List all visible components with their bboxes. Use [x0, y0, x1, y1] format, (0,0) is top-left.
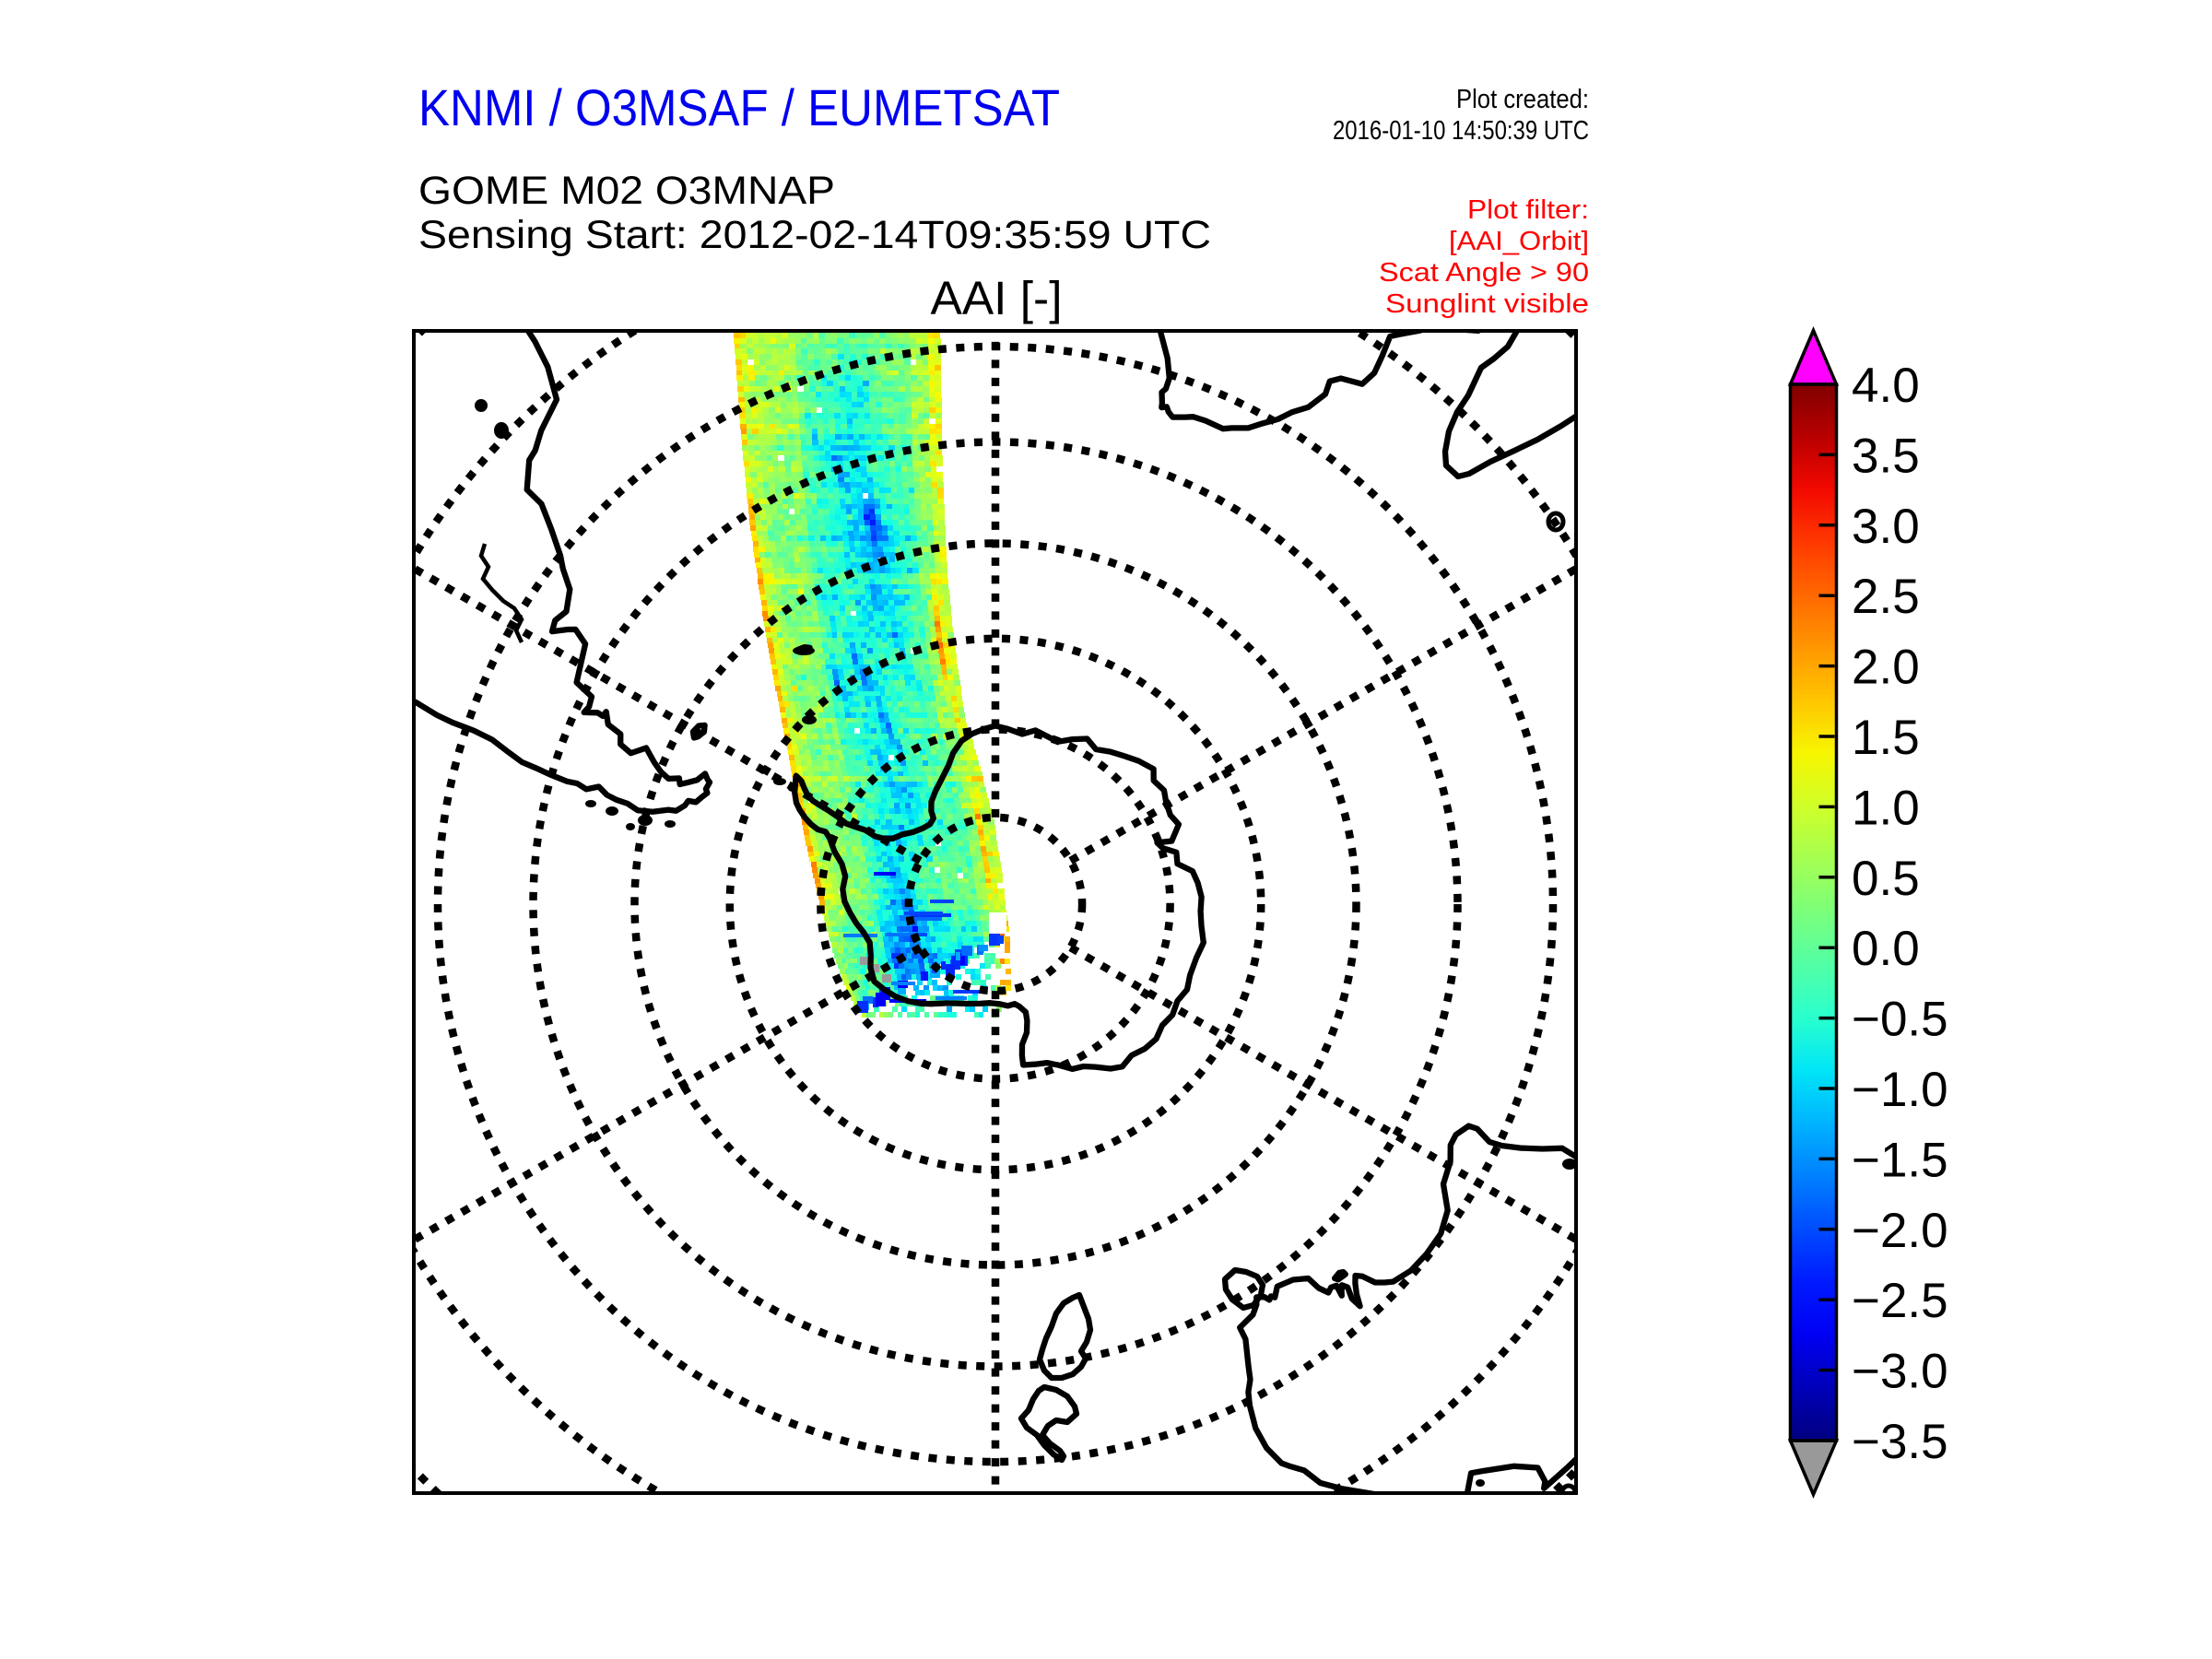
svg-text:[AAI_Orbit]: [AAI_Orbit]: [1449, 227, 1589, 256]
svg-text:2016-01-10 14:50:39 UTC: 2016-01-10 14:50:39 UTC: [1333, 116, 1589, 146]
svg-text:−2.5: −2.5: [1852, 1274, 1948, 1328]
svg-text:KNMI / O3MSAF / EUMETSAT: KNMI / O3MSAF / EUMETSAT: [418, 78, 1060, 136]
svg-text:AAI [-]: AAI [-]: [931, 272, 1063, 324]
svg-text:−3.0: −3.0: [1852, 1345, 1948, 1399]
svg-text:1.0: 1.0: [1852, 781, 1920, 835]
svg-text:−1.0: −1.0: [1852, 1063, 1948, 1117]
svg-text:Scat Angle > 90: Scat Angle > 90: [1379, 258, 1589, 288]
svg-text:Sunglint visible: Sunglint visible: [1385, 289, 1589, 319]
svg-text:2.5: 2.5: [1852, 570, 1920, 624]
svg-text:3.5: 3.5: [1852, 429, 1920, 483]
svg-text:−2.0: −2.0: [1852, 1204, 1948, 1258]
svg-text:Sensing Start: 2012-02-14T09:3: Sensing Start: 2012-02-14T09:35:59 UTC: [418, 213, 1211, 257]
svg-text:3.0: 3.0: [1852, 500, 1920, 554]
svg-text:1.5: 1.5: [1852, 711, 1920, 765]
svg-text:−3.5: −3.5: [1852, 1415, 1948, 1469]
svg-text:−1.5: −1.5: [1852, 1133, 1948, 1187]
svg-text:Plot created:: Plot created:: [1456, 85, 1589, 114]
svg-text:−0.5: −0.5: [1852, 993, 1948, 1047]
svg-text:2.0: 2.0: [1852, 641, 1920, 695]
svg-text:4.0: 4.0: [1852, 359, 1920, 413]
svg-text:Plot filter:: Plot filter:: [1467, 195, 1589, 225]
svg-text:0.0: 0.0: [1852, 922, 1920, 976]
svg-text:0.5: 0.5: [1852, 852, 1920, 906]
svg-text:GOME M02 O3MNAP: GOME M02 O3MNAP: [418, 169, 835, 213]
